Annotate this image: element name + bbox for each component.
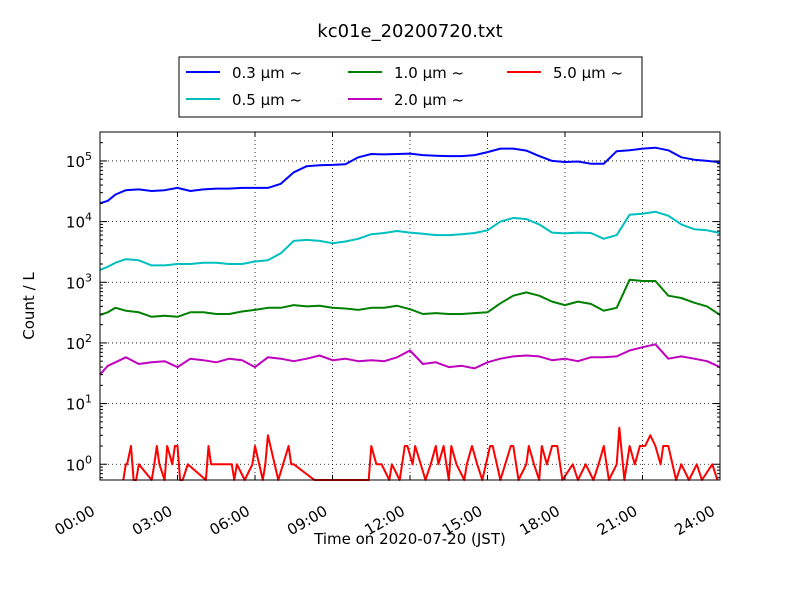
legend-label: 0.3 μm ~ xyxy=(232,64,302,82)
legend-label: 0.5 μm ~ xyxy=(232,91,302,109)
y-tick-label: 105 xyxy=(66,150,92,171)
x-tick-label: 21:00 xyxy=(594,502,640,539)
grid xyxy=(100,132,720,480)
x-tick-label: 00:00 xyxy=(52,502,98,539)
y-tick-label: 100 xyxy=(66,453,92,474)
y-axis-label: Count / L xyxy=(20,272,38,340)
chart-title: kc01e_20200720.txt xyxy=(317,21,502,42)
x-axis-label: Time on 2020-07-20 (JST) xyxy=(313,530,506,548)
legend-box xyxy=(178,56,643,118)
legend-label: 5.0 μm ~ xyxy=(553,64,623,82)
legend: 0.3 μm ~ 0.5 μm ~ 1.0 μm ~ 2.0 μm ~ 5.0 μm ~ xyxy=(178,56,643,118)
series-line-0 xyxy=(99,146,721,205)
plot-lines xyxy=(99,146,721,481)
legend-label: 2.0 μm ~ xyxy=(394,91,464,109)
legend-label: 1.0 μm ~ xyxy=(394,64,464,82)
x-tick-label: 06:00 xyxy=(207,502,253,539)
y-axis: 100 101 102 103 104 105 xyxy=(66,131,720,479)
x-tick-label: 18:00 xyxy=(517,502,563,539)
series-line-2 xyxy=(99,278,721,318)
x-tick-label: 24:00 xyxy=(672,502,718,539)
y-tick-label: 102 xyxy=(66,332,92,353)
y-tick-label: 103 xyxy=(66,271,92,292)
series-line-1 xyxy=(99,210,721,271)
series-line-4 xyxy=(122,426,719,481)
x-tick-label: 03:00 xyxy=(129,502,175,539)
y-tick-label: 104 xyxy=(66,211,92,232)
series-line-3 xyxy=(99,343,721,376)
y-tick-label: 101 xyxy=(66,393,92,414)
